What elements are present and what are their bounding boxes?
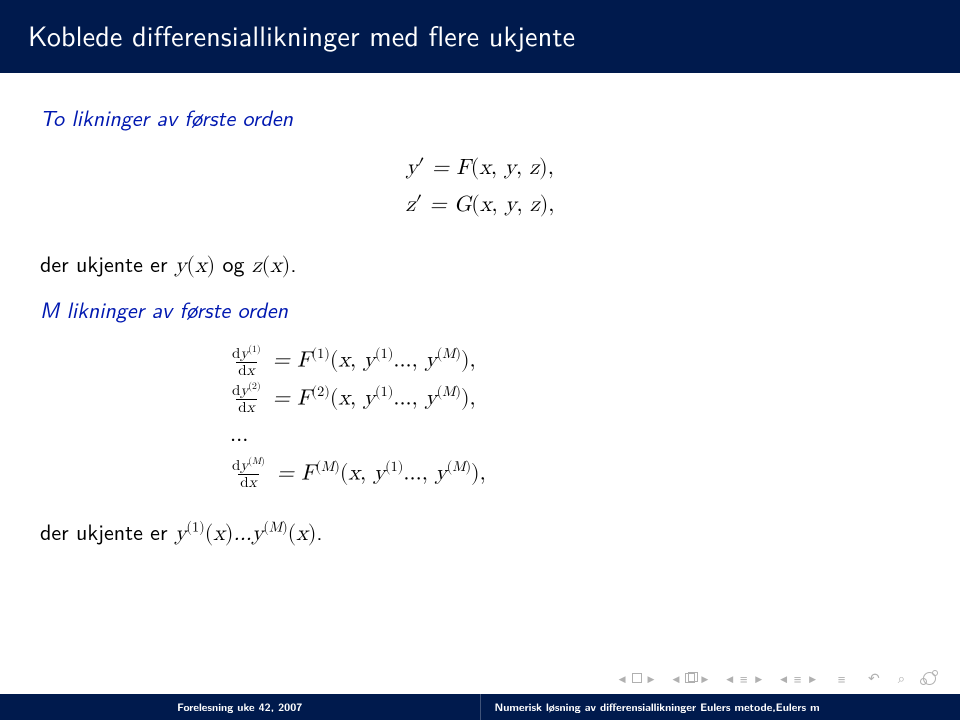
subhead-two-equations: To likninger av første orden xyxy=(40,101,920,133)
unknowns-m-text: der ukjente er xyxy=(40,515,175,547)
eq-row-2: dy(2) dx = F(2)(x, y(1)..., y(M)), xyxy=(40,381,920,417)
footer: Forelesning uke 42, 2007 Numerisk løsnin… xyxy=(0,694,960,720)
nav-first[interactable]: ◀▶ xyxy=(619,673,655,683)
nav-prev-slide[interactable]: ◀≡▶ xyxy=(726,669,762,688)
nav-prev-section[interactable]: ◀▶ xyxy=(672,673,708,683)
nav-back[interactable]: ↶ xyxy=(868,668,880,688)
nav-search[interactable]: ⌕ xyxy=(898,669,905,688)
fraction-1: dy(1) dx xyxy=(230,344,263,379)
nav-zoom[interactable] xyxy=(923,672,936,685)
nav-bar: ◀▶ ◀▶ ◀≡▶ ◀≡▶ ≡ ↶ ⌕ xyxy=(619,668,936,688)
subhead-m-equations: M likninger av første orden xyxy=(40,293,920,325)
fraction-m: dy(M) dx xyxy=(230,456,267,491)
eq-row-m: dy(M) dx = F(M)(x, y(1)..., y(M)), xyxy=(40,456,920,492)
fraction-2: dy(2) dx xyxy=(230,381,263,416)
slide-title: Koblede differensiallikninger med flere … xyxy=(0,0,960,73)
nav-next-slide[interactable]: ◀≡▶ xyxy=(780,669,816,688)
unknowns-m: der ukjente er y(1)(x)...y(M)(x). xyxy=(40,515,920,547)
nav-outline[interactable]: ≡ xyxy=(834,669,850,688)
system-two-equations: y′ = F(x, y, z), z′ = G(x, y, z), xyxy=(40,151,920,223)
eq-row-1: dy(1) dx = F(1)(x, y(1)..., y(M)), xyxy=(40,343,920,379)
footer-right: Numerisk løsning av differensiallikninge… xyxy=(481,694,960,720)
footer-left: Forelesning uke 42, 2007 xyxy=(0,694,481,720)
unknowns-two-text: der ukjente er xyxy=(40,247,175,279)
eq-ellipsis: ... xyxy=(40,418,920,453)
slide: Koblede differensiallikninger med flere … xyxy=(0,0,960,720)
slide-content: To likninger av første orden y′ = F(x, y… xyxy=(0,73,960,547)
eq-y-prime: y′ = F(x, y, z), xyxy=(40,151,920,186)
eq-z-prime: z′ = G(x, y, z), xyxy=(40,188,920,223)
system-m-equations: dy(1) dx = F(1)(x, y(1)..., y(M)), dy(2)… xyxy=(40,343,920,491)
unknowns-two: der ukjente er y(x) og z(x). xyxy=(40,247,920,279)
